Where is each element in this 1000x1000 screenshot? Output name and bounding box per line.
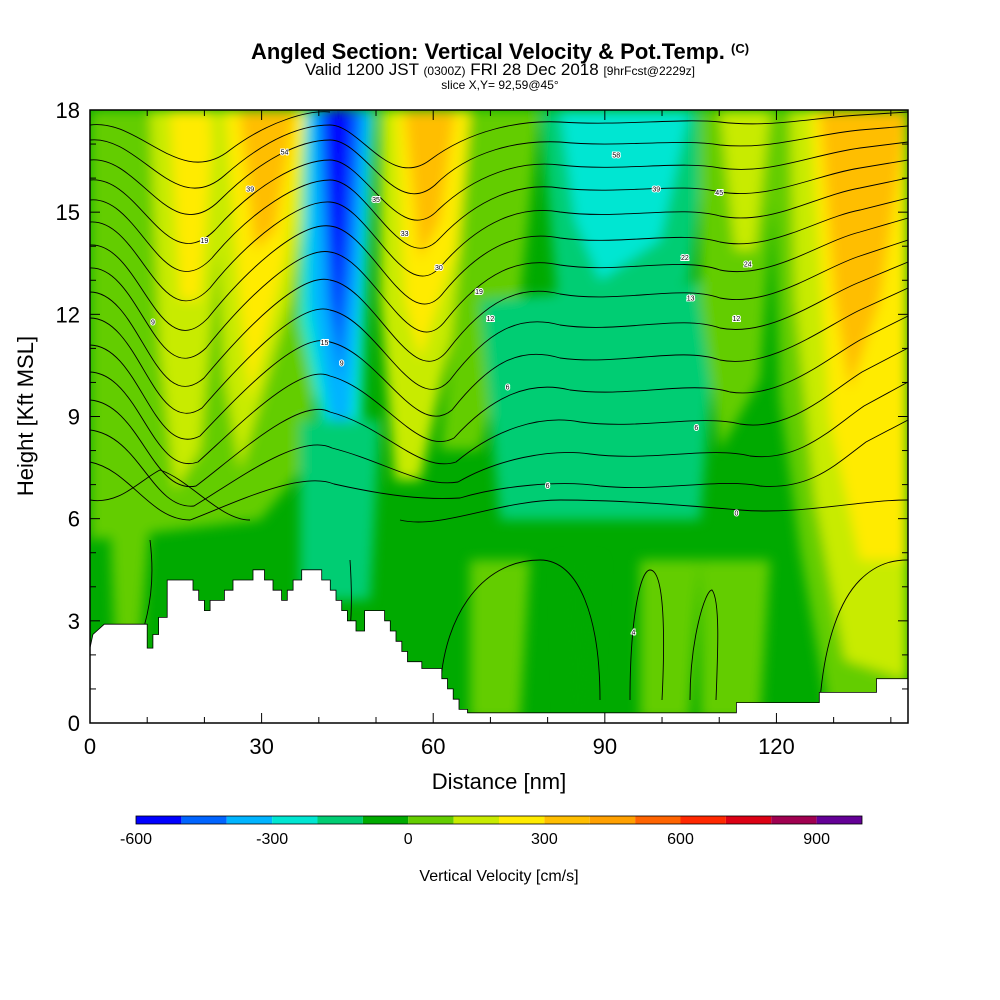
contour-label: 9 — [340, 360, 344, 367]
colorbar-swatch — [771, 816, 817, 824]
terrain — [90, 569, 908, 723]
contour-label: 15 — [321, 340, 329, 347]
x-tick-label: 60 — [421, 734, 445, 759]
contour-label: 30 — [435, 265, 443, 272]
colorbar-tick-label: 900 — [803, 831, 830, 848]
colorbar-swatch — [725, 816, 772, 824]
colorbar-swatch — [589, 816, 636, 824]
colorbar-tick-label: 0 — [404, 831, 413, 848]
colorbar-tick-label: -600 — [120, 831, 152, 848]
contour-labels: 9 19 39 54 15 9 35 33 30 19 12 6 6 58 39 22 13 45 12 24 6 0 4 — [150, 148, 753, 637]
contour-label: 24 — [744, 262, 752, 269]
x-tick-label: 90 — [593, 734, 617, 759]
colorbar-tick-label: -300 — [256, 831, 288, 848]
colorbar-swatch — [181, 816, 227, 824]
colorbar-swatch — [544, 816, 590, 824]
valid-zulu: (0300Z) — [423, 64, 466, 78]
colorbar-ticks: -600 -300 0 300 600 900 — [120, 831, 830, 848]
contour-label: 9 — [151, 320, 155, 327]
valid-date: FRI 28 Dec 2018 — [470, 60, 599, 79]
valid-time: Valid 1200 JST — [304, 60, 419, 79]
slice-info: slice X,Y= 92,59@45° — [441, 78, 559, 92]
colorbar-swatch — [226, 816, 273, 824]
colorbar-swatch — [499, 816, 545, 824]
contour-label: 12 — [733, 316, 741, 323]
contour-label: 39 — [246, 187, 254, 194]
contour-label: 6 — [694, 425, 698, 432]
y-tick-label: 12 — [56, 302, 80, 327]
contour-label: 54 — [281, 149, 289, 156]
contour-label: 13 — [687, 296, 695, 303]
y-tick-label: 15 — [56, 200, 80, 225]
y-axis-label: Height [Kft MSL] — [13, 336, 38, 496]
contour-label: 6 — [546, 483, 550, 490]
velocity-field — [90, 110, 908, 723]
forecast-info: [9hrFcst@2229z] — [603, 64, 696, 78]
x-tick-label: 120 — [758, 734, 795, 759]
colorbar-tick-label: 300 — [531, 831, 558, 848]
colorbar-swatch — [816, 816, 863, 824]
y-tick-label: 9 — [68, 405, 80, 430]
colorbar-label: Vertical Velocity [cm/s] — [419, 868, 578, 885]
contour-label: 35 — [372, 197, 380, 204]
chart-subtitle: Valid 1200 JST (0300Z) FRI 28 Dec 2018 [… — [0, 60, 1000, 81]
contour-label: 22 — [681, 255, 689, 262]
y-tick-label: 6 — [68, 507, 80, 532]
contour-label: 4 — [631, 630, 635, 637]
contour-label: 58 — [612, 153, 620, 160]
contour-label: 39 — [652, 187, 660, 194]
colorbar-tick-label: 600 — [667, 831, 694, 848]
chart-title: Angled Section: Vertical Velocity & Pot.… — [0, 36, 1000, 65]
colorbar-swatch — [408, 816, 454, 824]
y-tick-label: 3 — [68, 609, 80, 634]
colorbar-frame — [135, 815, 863, 825]
y-axis: 0 3 6 9 12 15 18 — [56, 98, 908, 736]
title-main: Angled Section: Vertical Velocity & Pot.… — [250, 39, 725, 64]
contour-label: 19 — [475, 289, 483, 296]
title-unit: (C) — [731, 41, 750, 56]
y-tick-label: 0 — [68, 711, 80, 736]
x-tick-label: 0 — [84, 734, 96, 759]
colorbar-swatch — [362, 816, 409, 824]
colorbar — [135, 815, 863, 825]
colorbar-swatch — [272, 816, 318, 824]
colorbar-swatch — [680, 816, 726, 824]
colorbar-swatch — [136, 816, 182, 824]
colorbar-swatch — [635, 816, 681, 824]
x-tick-label: 30 — [249, 734, 273, 759]
y-tick-label: 18 — [56, 98, 80, 123]
colorbar-swatch — [453, 816, 500, 824]
contour-label: 12 — [487, 316, 495, 323]
contour-label: 33 — [401, 231, 409, 238]
contour-label: 19 — [201, 238, 209, 245]
contour-label: 0 — [734, 510, 738, 517]
contour-label: 6 — [506, 384, 510, 391]
x-axis: 0 30 60 90 120 — [84, 110, 892, 759]
x-axis-label: Distance [nm] — [432, 769, 567, 794]
contour-label: 45 — [715, 190, 723, 197]
colorbar-swatch — [317, 816, 363, 824]
